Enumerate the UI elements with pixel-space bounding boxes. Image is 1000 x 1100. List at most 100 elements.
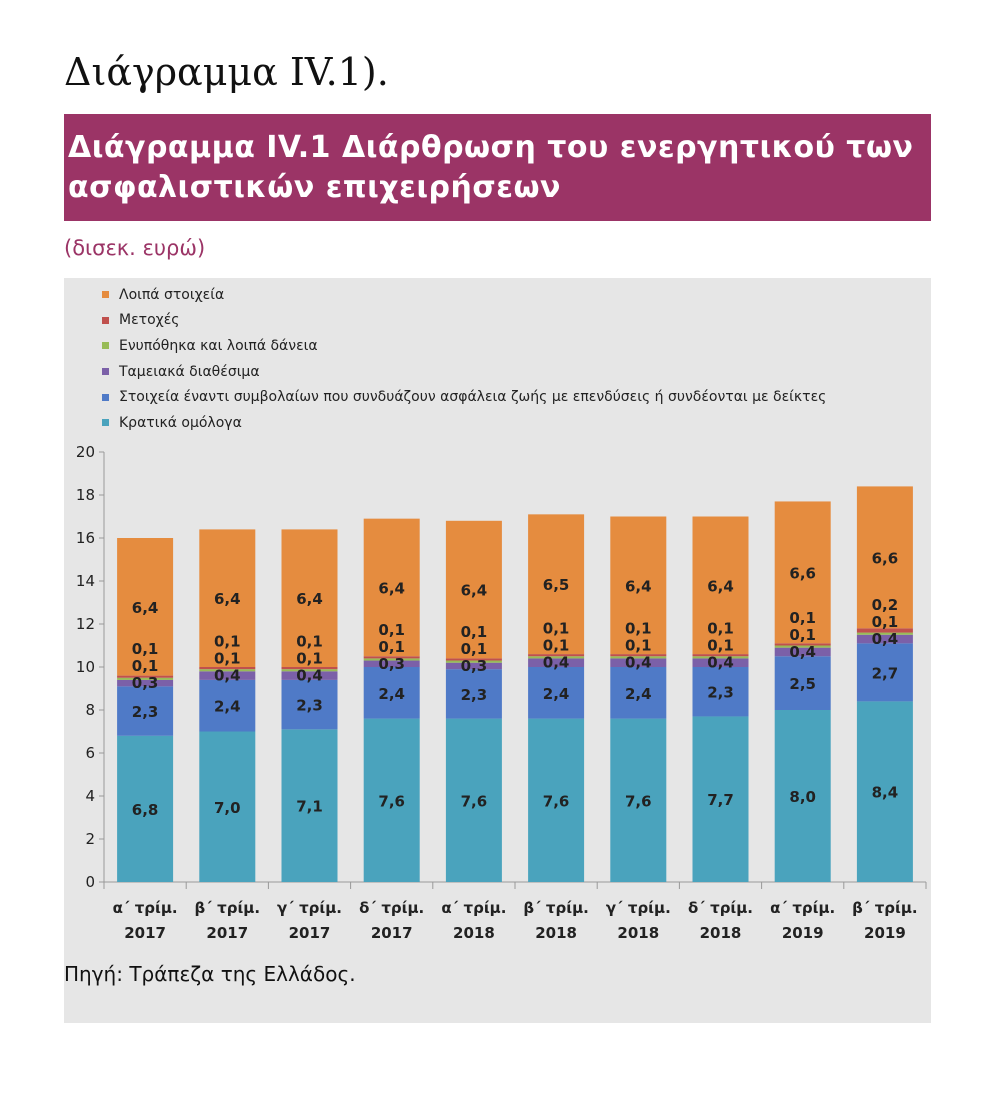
data-label: 6,4: [707, 577, 734, 595]
bar-segment: [281, 729, 338, 882]
data-label: 6,8: [132, 801, 159, 819]
bar-segment: [363, 718, 420, 882]
y-tick-label: 2: [85, 830, 95, 848]
bar-segment: [363, 656, 420, 659]
data-label: 0,1: [132, 640, 159, 658]
x-tick-label: α΄ τρίμ.: [113, 899, 178, 917]
bar-segment: [199, 669, 256, 672]
data-label: 0,1: [625, 620, 652, 638]
data-label: 6,6: [872, 549, 899, 567]
bar-segment: [610, 656, 667, 659]
data-label: 0,3: [378, 655, 405, 673]
bar-segment: [117, 735, 174, 882]
legend-swatch: [102, 342, 109, 350]
bar-segment: [281, 529, 338, 667]
bar-segment: [117, 686, 174, 736]
data-label: 2,3: [132, 703, 159, 721]
data-label: 0,1: [543, 637, 570, 655]
data-label: 2,4: [625, 685, 652, 703]
data-label: 0,1: [625, 637, 652, 655]
data-label: 6,4: [378, 579, 405, 597]
bar-segment: [281, 679, 338, 730]
bar-segment: [610, 658, 667, 667]
legend-label: Στοιχεία έναντι συμβολαίων που συνδυάζου…: [119, 389, 827, 406]
y-tick-label: 20: [76, 443, 95, 461]
data-label: 6,5: [543, 576, 570, 594]
x-tick-label: 2018: [700, 924, 742, 942]
bar-segment: [199, 667, 256, 670]
bar-segment: [117, 679, 174, 687]
bar-segment: [445, 520, 502, 659]
bar-segment: [528, 656, 585, 659]
data-label: 7,6: [543, 792, 570, 810]
legend-label: Λοιπά στοιχεία: [119, 286, 225, 303]
figure-title: Διάγραμμα IV.1 Διάρθρωση του ενεργητικού…: [68, 130, 914, 205]
data-label: 2,3: [296, 697, 323, 715]
data-label: 0,4: [625, 654, 652, 672]
data-label: 0,1: [296, 633, 323, 651]
bar-segment: [199, 679, 256, 732]
legend-label: Μετοχές: [119, 312, 180, 329]
bar-segment: [856, 486, 913, 629]
bar-segment: [117, 677, 174, 680]
data-label: 0,1: [707, 637, 734, 655]
x-tick-label: 2017: [289, 924, 331, 942]
bar-segment: [692, 667, 749, 717]
y-tick-label: 14: [76, 572, 95, 590]
data-label: 0,1: [461, 623, 488, 641]
legend-swatch: [102, 291, 109, 299]
y-tick-label: 18: [76, 486, 95, 504]
data-label: 2,4: [378, 685, 405, 703]
data-label: 0,4: [296, 667, 323, 685]
x-tick-label: 2017: [206, 924, 248, 942]
legend-swatch: [102, 368, 109, 376]
data-label: 0,1: [132, 657, 159, 675]
data-label: 6,4: [214, 590, 241, 608]
bar-segment: [445, 660, 502, 663]
bar-segment: [610, 516, 667, 655]
data-label: 2,5: [789, 675, 816, 693]
x-tick-label: 2018: [617, 924, 659, 942]
data-label: 6,4: [132, 599, 159, 617]
bar-segment: [856, 701, 913, 882]
data-label: 0,4: [707, 654, 734, 672]
y-tick-label: 8: [85, 701, 95, 719]
bar-segment: [856, 643, 913, 702]
bar-segment: [363, 658, 420, 661]
legend-label: Ενυπόθηκα και λοιπά δάνεια: [119, 337, 318, 354]
legend-swatch: [102, 316, 109, 324]
y-tick-label: 10: [76, 658, 95, 676]
data-label: 0,4: [789, 643, 816, 661]
bar-segment: [117, 675, 174, 678]
bar-segment: [692, 516, 749, 655]
data-label: 6,4: [461, 582, 488, 600]
bar-segment: [774, 710, 831, 882]
bar-segment: [363, 667, 420, 719]
bar-segment: [363, 660, 420, 667]
data-label: 8,4: [872, 784, 899, 802]
x-tick-label: 2018: [535, 924, 577, 942]
bar-segment: [528, 654, 585, 657]
data-label: 0,1: [461, 640, 488, 658]
data-label: 0,1: [707, 620, 734, 638]
x-tick-label: 2019: [782, 924, 824, 942]
x-tick-label: β΄ τρίμ.: [195, 899, 260, 917]
data-label: 0,1: [378, 621, 405, 639]
bar-segment: [528, 514, 585, 655]
data-label: 0,1: [543, 620, 570, 638]
legend-item: Ενυπόθηκα και λοιπά δάνεια: [102, 333, 826, 359]
data-label: 0,4: [872, 630, 899, 648]
x-tick-label: 2018: [453, 924, 495, 942]
x-tick-label: 2019: [864, 924, 906, 942]
legend-item: Κρατικά ομόλογα: [102, 410, 826, 436]
y-tick-label: 0: [85, 873, 95, 891]
bar-segment: [692, 654, 749, 657]
data-label: 7,6: [461, 792, 488, 810]
bar-segment: [528, 718, 585, 882]
legend-item: Μετοχές: [102, 308, 826, 334]
data-label: 6,4: [625, 577, 652, 595]
x-tick-label: α΄ τρίμ.: [441, 899, 506, 917]
legend-swatch: [102, 419, 109, 427]
bar-segment: [856, 632, 913, 635]
